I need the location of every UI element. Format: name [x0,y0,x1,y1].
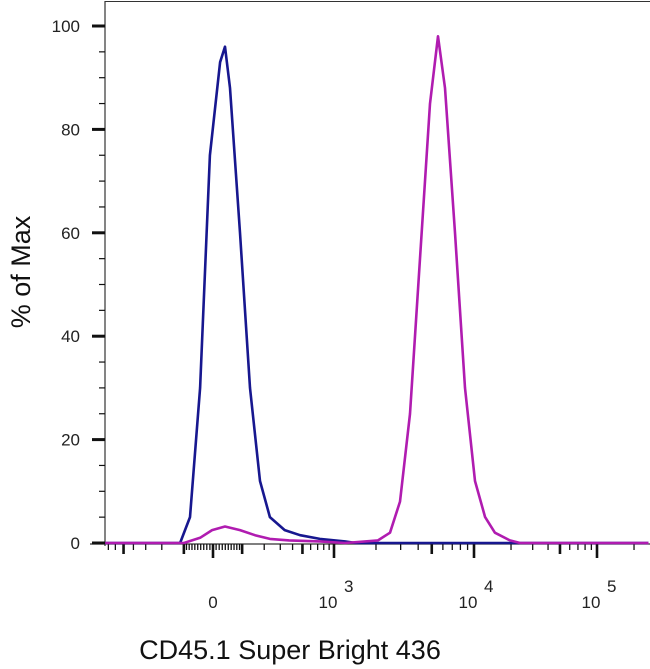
x-tick-base: 10 [582,593,601,612]
x-tick-exponent: 4 [484,577,493,596]
x-tick-base: 10 [319,593,338,612]
y-tick-label: 100 [52,17,80,36]
series-layer [105,35,649,545]
x-tick-exponent: 5 [607,577,616,596]
x-tick-base: 10 [459,593,478,612]
x-tick-label: 10 [459,593,478,612]
y-tick-labels: 0 20 40 60 80 100 [52,17,80,553]
histogram-series-2 [105,35,649,545]
histogram-series-1 [105,45,649,545]
x-tick-labels: 0 10 3 10 4 10 5 [208,577,616,612]
x-tick-label: 0 [208,593,217,612]
x-axis-title: CD45.1 Super Bright 436 [139,635,441,665]
x-tick-base: 0 [208,593,217,612]
y-axis-title: % of Max [6,215,36,328]
y-tick-label: 0 [71,534,80,553]
x-tick-label: 10 [582,593,601,612]
x-tick-label: 10 [319,593,338,612]
y-tick-label: 40 [61,327,80,346]
y-tick-label: 20 [61,431,80,450]
x-tick-exponent: 3 [344,577,353,596]
y-tick-label: 80 [61,120,80,139]
axes [90,1,650,558]
y-tick-label: 60 [61,224,80,243]
